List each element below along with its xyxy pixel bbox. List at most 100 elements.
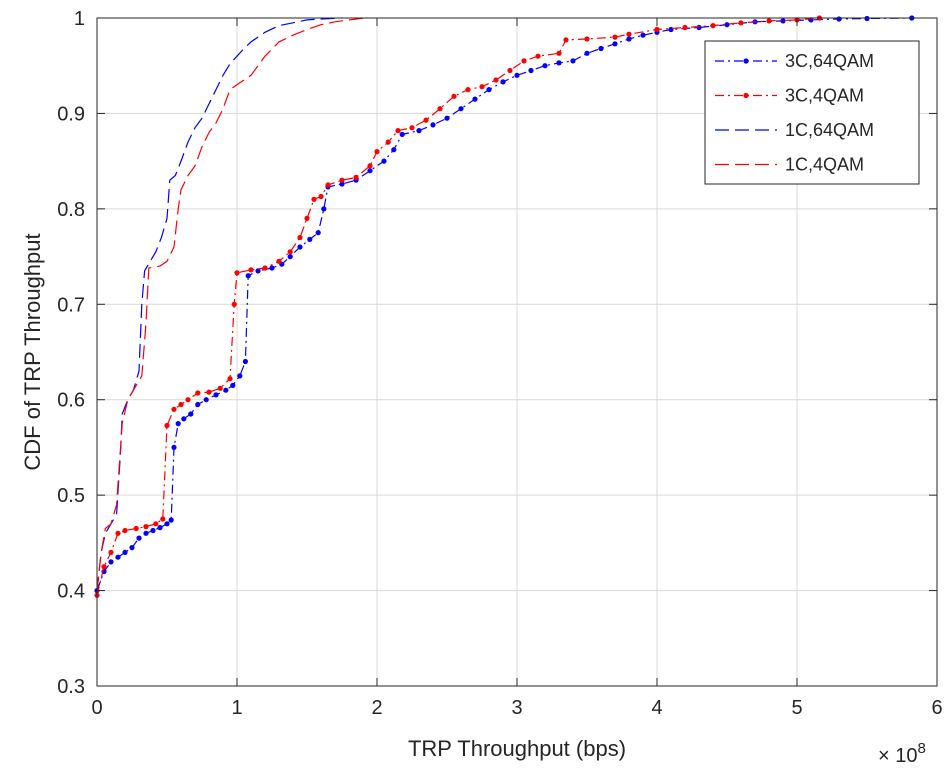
data-point xyxy=(171,444,177,450)
data-point xyxy=(542,63,548,69)
data-point xyxy=(738,20,744,26)
legend-marker xyxy=(743,92,749,99)
series-2 xyxy=(94,15,823,598)
y-tick-label: 1 xyxy=(74,8,85,30)
y-tick-label: 0.8 xyxy=(57,199,85,221)
x-axis-exponent: × 108 xyxy=(878,740,926,767)
data-point xyxy=(143,530,149,536)
x-axis-exponent-base: × 10 xyxy=(878,745,917,767)
x-tick-label: 6 xyxy=(931,697,942,719)
data-point xyxy=(339,181,345,187)
data-point xyxy=(584,36,590,42)
data-point xyxy=(168,517,174,523)
data-point xyxy=(129,545,135,551)
data-point xyxy=(514,72,520,78)
data-point xyxy=(528,67,534,74)
y-axis-title: CDF of TRP Throughput xyxy=(20,233,45,470)
data-point xyxy=(185,397,191,403)
data-point xyxy=(108,559,114,565)
data-point xyxy=(374,149,380,155)
data-point xyxy=(399,131,405,137)
y-tick-label: 0.4 xyxy=(57,581,85,603)
data-point xyxy=(423,117,429,123)
data-point xyxy=(315,230,321,236)
y-tick-label: 0.6 xyxy=(57,390,85,412)
data-point xyxy=(136,535,142,541)
data-point xyxy=(115,530,121,536)
data-point xyxy=(321,206,327,212)
data-point xyxy=(255,268,261,274)
data-point xyxy=(521,58,527,64)
data-point xyxy=(213,392,219,398)
data-point xyxy=(626,31,632,37)
x-axis-title: TRP Throughput (bps) xyxy=(408,736,626,761)
data-point xyxy=(612,41,618,47)
data-point xyxy=(115,554,121,560)
data-point xyxy=(391,147,397,153)
data-point xyxy=(486,87,492,93)
data-point xyxy=(227,376,233,382)
data-point xyxy=(563,37,569,43)
data-point xyxy=(640,32,646,38)
data-point xyxy=(297,244,303,250)
data-point xyxy=(318,193,324,200)
data-point xyxy=(160,516,166,522)
data-point xyxy=(836,16,842,22)
data-point xyxy=(472,96,478,102)
tick-labels: 0 1 2 3 4 5 6 0.3 0.4 0.5 0.6 0.7 0.8 0.9 1 xyxy=(57,8,942,719)
data-point xyxy=(507,67,513,74)
data-point xyxy=(276,258,282,264)
data-point xyxy=(287,249,293,255)
data-point xyxy=(287,254,293,260)
data-point xyxy=(101,564,107,570)
data-point xyxy=(654,26,660,33)
data-point xyxy=(164,422,170,429)
data-point xyxy=(171,406,177,412)
x-tick-label: 4 xyxy=(651,697,662,719)
data-point xyxy=(626,36,632,42)
data-point xyxy=(430,122,436,128)
legend: 3C,64QAM 3C,4QAM 1C,64QAM 1C,4QAM xyxy=(704,40,920,185)
data-point xyxy=(143,524,149,530)
data-point xyxy=(206,389,212,395)
x-tick-label: 3 xyxy=(511,697,522,719)
data-point xyxy=(668,26,674,33)
legend-marker xyxy=(743,58,749,64)
series-1 xyxy=(94,15,915,594)
data-point xyxy=(710,23,716,29)
data-point xyxy=(122,549,128,556)
data-point xyxy=(381,158,387,164)
y-tick-label: 0.9 xyxy=(57,103,85,125)
data-point xyxy=(237,373,243,379)
y-tick-label: 0.7 xyxy=(57,294,85,316)
x-tick-label: 0 xyxy=(91,697,102,719)
data-point xyxy=(150,527,156,534)
data-point xyxy=(696,24,702,31)
data-point xyxy=(311,196,317,202)
data-point xyxy=(245,273,251,279)
data-point xyxy=(175,421,181,427)
data-point xyxy=(395,128,401,134)
data-point xyxy=(195,401,201,408)
data-point xyxy=(500,79,506,85)
data-point xyxy=(385,139,391,145)
data-point xyxy=(458,106,464,112)
data-point xyxy=(465,87,471,93)
data-point xyxy=(598,45,604,52)
y-tick-label: 0.3 xyxy=(57,676,85,698)
data-point xyxy=(133,525,139,532)
data-point xyxy=(367,163,373,169)
data-point xyxy=(297,234,303,241)
data-point xyxy=(269,265,275,271)
data-point xyxy=(556,60,562,66)
data-point xyxy=(178,401,184,408)
x-tick-label: 2 xyxy=(371,697,382,719)
data-point xyxy=(181,416,187,422)
data-point xyxy=(231,301,237,307)
data-point xyxy=(262,265,268,271)
data-point xyxy=(234,270,240,276)
data-point xyxy=(584,50,590,56)
data-point xyxy=(535,53,541,59)
data-point xyxy=(493,77,499,83)
